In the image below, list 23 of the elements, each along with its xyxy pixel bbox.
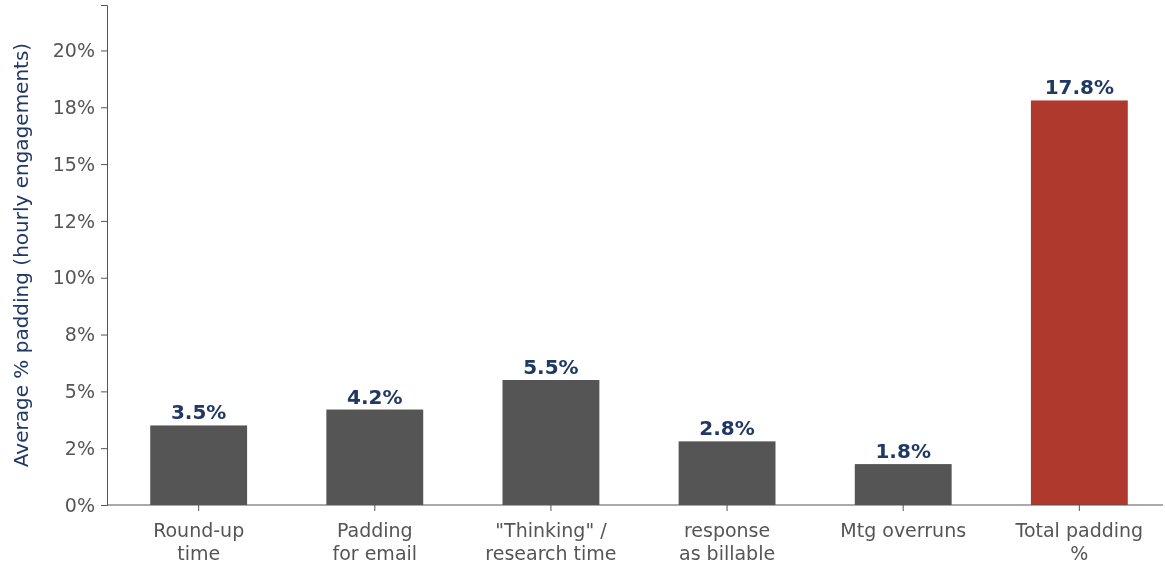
x-tick-label: Mtg overruns bbox=[840, 519, 967, 541]
data-label: 4.2% bbox=[347, 384, 403, 409]
x-tick-label: Total padding % bbox=[1014, 519, 1144, 564]
y-tick-label: 12% bbox=[52, 209, 95, 232]
data-label: 5.5% bbox=[523, 355, 579, 379]
y-tick-label: 18% bbox=[52, 95, 95, 118]
y-tick-label: 0% bbox=[64, 493, 95, 516]
y-tick-label: 15% bbox=[52, 152, 95, 175]
y-tick-label: 20% bbox=[52, 39, 95, 62]
y-tick-label: 2% bbox=[64, 436, 95, 459]
x-tick-label: Padding for email bbox=[332, 519, 418, 564]
x-tick-label: Round-up time bbox=[153, 519, 245, 564]
data-label: 3.5% bbox=[170, 400, 227, 425]
bar bbox=[1030, 100, 1128, 505]
data-label: 2.8% bbox=[699, 416, 755, 441]
x-tick-label: response as billable bbox=[678, 519, 776, 564]
data-label: 17.8% bbox=[1044, 75, 1115, 100]
y-tick-label: 8% bbox=[64, 323, 95, 346]
y-axis-title: Average % padding (hourly engagements) bbox=[9, 42, 33, 468]
x-tick-label: "Thinking" / research time bbox=[485, 519, 617, 564]
y-tick-label: 5% bbox=[64, 379, 95, 402]
y-tick-label: 10% bbox=[52, 266, 95, 289]
data-label: 1.8% bbox=[875, 439, 931, 464]
